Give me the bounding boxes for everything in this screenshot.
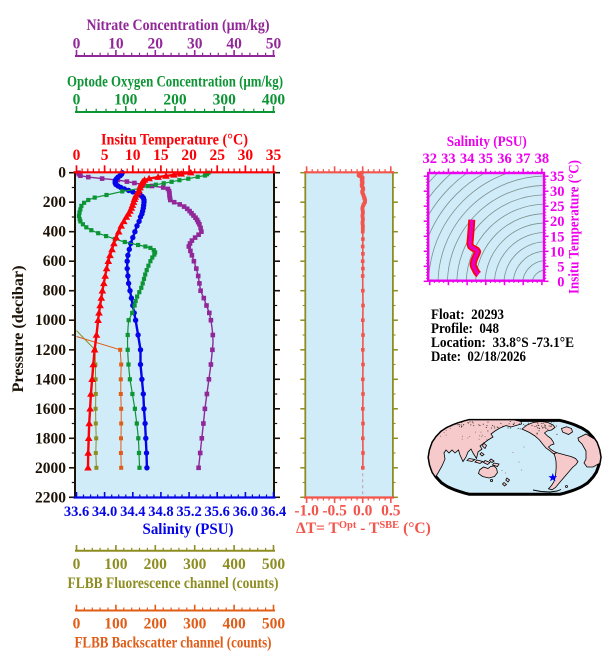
- svg-text:Insitu Temperature (°C): Insitu Temperature (°C): [567, 160, 583, 294]
- svg-text:34.4: 34.4: [120, 504, 145, 520]
- svg-text:FLBB Backscatter channel (coun: FLBB Backscatter channel (counts): [75, 635, 272, 652]
- svg-text:200: 200: [43, 194, 67, 211]
- svg-text:Insitu Temperature (°C): Insitu Temperature (°C): [101, 132, 248, 149]
- svg-text:25: 25: [209, 147, 225, 164]
- svg-text:30: 30: [238, 147, 254, 164]
- svg-text:10: 10: [125, 147, 141, 164]
- svg-text:Nitrate Concentration (µm/kg): Nitrate Concentration (µm/kg): [87, 17, 270, 34]
- svg-text:-0.5: -0.5: [322, 503, 347, 520]
- svg-text:200: 200: [144, 616, 168, 633]
- svg-text:10: 10: [550, 244, 565, 260]
- svg-text:200: 200: [163, 91, 187, 108]
- svg-text:35: 35: [266, 147, 282, 164]
- svg-text:50: 50: [266, 36, 282, 53]
- svg-text:ΔT= TOpt - TSBE (°C): ΔT= TOpt - TSBE (°C): [296, 520, 431, 537]
- svg-text:0: 0: [73, 91, 81, 108]
- svg-text:0.0: 0.0: [353, 503, 373, 520]
- svg-text:34.0: 34.0: [92, 504, 117, 520]
- svg-text:32: 32: [422, 151, 437, 167]
- svg-text:5: 5: [557, 259, 564, 275]
- svg-text:10: 10: [108, 36, 124, 53]
- svg-text:2000: 2000: [35, 460, 66, 477]
- svg-text:2200: 2200: [35, 489, 66, 506]
- svg-text:37: 37: [516, 151, 531, 167]
- svg-text:FLBB Fluorescence channel (cou: FLBB Fluorescence channel (counts): [68, 575, 279, 592]
- svg-text:1800: 1800: [35, 430, 66, 447]
- svg-text:20: 20: [181, 147, 197, 164]
- svg-text:34: 34: [460, 151, 475, 167]
- svg-text:1200: 1200: [35, 342, 66, 359]
- svg-text:Float: 20293: Float: 20293: [431, 307, 504, 323]
- svg-text:300: 300: [213, 91, 237, 108]
- svg-text:Salinity (PSU): Salinity (PSU): [143, 521, 234, 538]
- svg-text:35.6: 35.6: [205, 504, 230, 520]
- svg-text:1000: 1000: [35, 312, 66, 329]
- svg-text:300: 300: [183, 616, 207, 633]
- svg-text:Date: 02/18/2026: Date: 02/18/2026: [431, 349, 526, 365]
- svg-text:35: 35: [550, 169, 565, 185]
- svg-text:500: 500: [262, 556, 286, 573]
- svg-text:800: 800: [43, 283, 67, 300]
- svg-text:15: 15: [550, 229, 565, 245]
- svg-text:Location: 33.8°S -73.1°E: Location: 33.8°S -73.1°E: [431, 335, 574, 351]
- svg-text:0: 0: [73, 147, 81, 164]
- svg-text:100: 100: [104, 616, 128, 633]
- svg-text:Salinity (PSU): Salinity (PSU): [447, 134, 527, 150]
- svg-text:36.0: 36.0: [233, 504, 258, 520]
- svg-text:Profile: 048: Profile: 048: [431, 321, 499, 337]
- svg-text:400: 400: [43, 224, 67, 241]
- svg-text:35: 35: [479, 151, 494, 167]
- svg-text:1400: 1400: [35, 371, 66, 388]
- svg-text:200: 200: [144, 556, 168, 573]
- svg-text:36: 36: [497, 151, 512, 167]
- svg-text:300: 300: [183, 556, 207, 573]
- svg-text:400: 400: [262, 91, 286, 108]
- svg-text:100: 100: [104, 556, 128, 573]
- svg-text:Pressure (decibar): Pressure (decibar): [10, 266, 27, 393]
- svg-text:33: 33: [441, 151, 456, 167]
- svg-text:600: 600: [43, 253, 67, 270]
- svg-text:100: 100: [114, 91, 138, 108]
- svg-text:20: 20: [550, 214, 565, 230]
- svg-text:30: 30: [187, 36, 203, 53]
- svg-text:-1.0: -1.0: [294, 503, 319, 520]
- svg-text:30: 30: [550, 184, 565, 200]
- svg-text:0: 0: [58, 165, 66, 182]
- svg-text:34.8: 34.8: [148, 504, 173, 520]
- svg-text:25: 25: [550, 199, 565, 215]
- svg-text:Optode Oxygen Concentration (µ: Optode Oxygen Concentration (µm/kg): [67, 74, 283, 91]
- svg-text:35.2: 35.2: [176, 504, 201, 520]
- svg-text:400: 400: [222, 616, 246, 633]
- svg-text:40: 40: [226, 36, 242, 53]
- svg-text:15: 15: [153, 147, 169, 164]
- svg-text:33.6: 33.6: [64, 504, 89, 520]
- svg-text:0.5: 0.5: [381, 503, 401, 520]
- svg-text:1600: 1600: [35, 401, 66, 418]
- svg-text:0: 0: [73, 556, 81, 573]
- svg-text:0: 0: [557, 274, 564, 290]
- svg-text:20: 20: [148, 36, 164, 53]
- svg-text:500: 500: [262, 616, 286, 633]
- svg-text:38: 38: [535, 151, 550, 167]
- svg-text:0: 0: [73, 36, 81, 53]
- svg-text:5: 5: [101, 147, 109, 164]
- svg-text:36.4: 36.4: [261, 504, 286, 520]
- svg-text:0: 0: [73, 616, 81, 633]
- svg-text:400: 400: [222, 556, 246, 573]
